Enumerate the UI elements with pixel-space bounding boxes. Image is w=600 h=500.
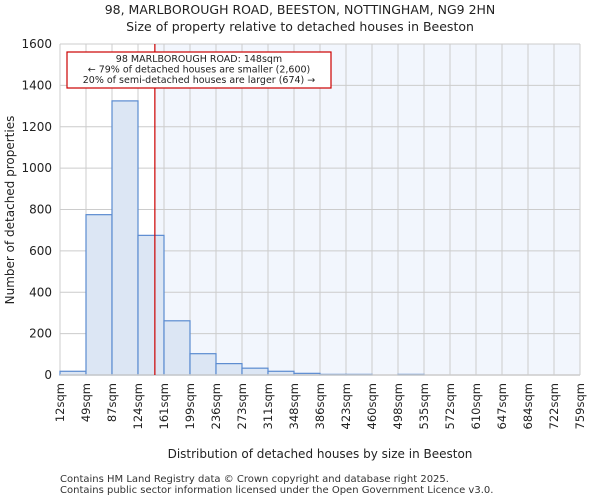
x-tick-label: 722sqm (547, 383, 561, 429)
chart-title: 98, MARLBOROUGH ROAD, BEESTON, NOTTINGHA… (105, 2, 496, 17)
x-tick-label: 273sqm (235, 383, 249, 429)
y-tick-label: 0 (44, 368, 52, 382)
histogram-bar (215, 363, 243, 376)
x-tick-label: 460sqm (365, 383, 379, 429)
histogram-bar (85, 214, 113, 376)
histogram-bar (111, 100, 139, 376)
histogram-bar (189, 353, 217, 376)
y-tick-label: 600 (29, 244, 52, 258)
x-tick-label: 161sqm (157, 383, 171, 429)
x-tick-label: 49sqm (79, 383, 93, 422)
x-tick-label: 386sqm (313, 383, 327, 429)
x-tick-label: 498sqm (391, 383, 405, 429)
histogram-chart: 98, MARLBOROUGH ROAD, BEESTON, NOTTINGHA… (3, 2, 587, 461)
annotation-text: ← 79% of detached houses are smaller (2,… (88, 65, 311, 76)
y-tick-label: 200 (29, 327, 52, 341)
x-tick-label: 87sqm (105, 383, 119, 422)
annotation-text: 20% of semi-detached houses are larger (… (83, 75, 316, 86)
x-tick-label: 124sqm (131, 383, 145, 429)
annotation-box (66, 51, 332, 89)
y-tick-label: 1600 (21, 37, 52, 51)
x-tick-label: 759sqm (573, 383, 587, 429)
histogram-bar (137, 234, 165, 376)
x-tick-label: 684sqm (521, 383, 535, 429)
x-tick-label: 610sqm (469, 383, 483, 429)
chart-subtitle: Size of property relative to detached ho… (126, 19, 474, 34)
y-tick-label: 1200 (21, 120, 52, 134)
x-tick-label: 423sqm (339, 383, 353, 429)
y-tick-label: 400 (29, 285, 52, 299)
y-tick-label: 1400 (21, 78, 52, 92)
footer-line-2: Contains public sector information licen… (60, 485, 494, 496)
histogram-bar (241, 367, 269, 376)
x-tick-label: 647sqm (495, 383, 509, 429)
x-tick-label: 572sqm (443, 383, 457, 429)
y-tick-label: 1000 (21, 161, 52, 175)
x-axis-label: Distribution of detached houses by size … (168, 447, 473, 461)
x-tick-label: 199sqm (183, 383, 197, 429)
x-tick-label: 348sqm (287, 383, 301, 429)
histogram-bar (163, 320, 191, 376)
x-tick-label: 236sqm (209, 383, 223, 429)
y-tick-label: 800 (29, 203, 52, 217)
x-tick-label: 12sqm (53, 383, 67, 422)
annotation-text: 98 MARLBOROUGH ROAD: 148sqm (116, 54, 282, 65)
y-axis-label: Number of detached properties (3, 116, 17, 305)
x-tick-label: 535sqm (417, 383, 431, 429)
x-tick-label: 311sqm (261, 383, 275, 429)
footer-line-1: Contains HM Land Registry data © Crown c… (60, 474, 449, 485)
